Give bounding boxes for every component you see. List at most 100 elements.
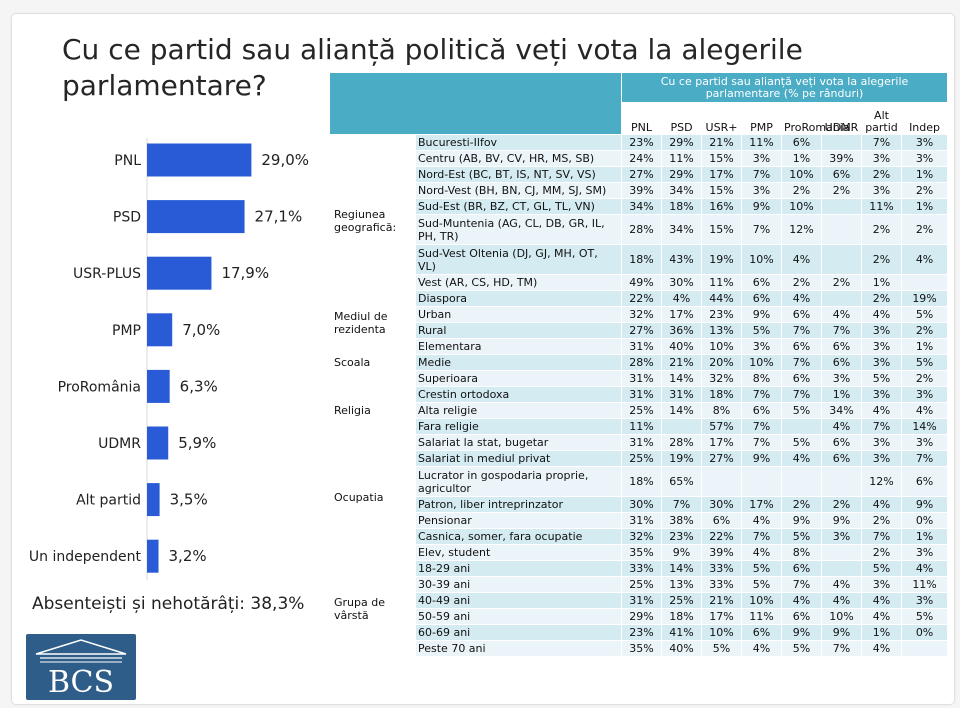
row-label: 60-69 ani <box>415 624 622 641</box>
table-cell: 7% <box>741 418 782 435</box>
table-cell: 27% <box>621 166 662 183</box>
table-cell: 30% <box>621 496 662 513</box>
table-cell: 18% <box>701 386 742 403</box>
table-cell: 30% <box>661 274 702 291</box>
table-cell: 6% <box>821 166 862 183</box>
table-cell: 2% <box>821 496 862 513</box>
table-cell: 6% <box>781 560 822 577</box>
table-cell: 5% <box>701 640 742 657</box>
table-cell: 31% <box>621 512 662 529</box>
table-cell: 21% <box>661 354 702 371</box>
table-cell: 1% <box>900 198 949 215</box>
row-label: Rural <box>415 322 622 339</box>
table-cell: 17% <box>741 496 782 513</box>
table-cell: 4% <box>861 402 902 419</box>
table-cell: 5% <box>781 402 822 419</box>
bar-category-label: PMP <box>112 323 141 339</box>
column-header: PNL <box>621 102 662 135</box>
table-cell: 3% <box>900 386 949 403</box>
table-cell: 4% <box>861 640 902 657</box>
table-row: Regiunea geografică: Bucuresti-Ilfov 23% 29… <box>329 134 949 307</box>
table-cell: 27% <box>701 450 742 467</box>
table-cell: 5% <box>741 560 782 577</box>
table-cell: 4% <box>861 496 902 513</box>
table-cell: 6% <box>781 134 822 151</box>
logo-text: BCS <box>48 665 114 700</box>
table-cell: 6% <box>741 290 782 307</box>
table-row: 40-49 ani 31% 25% 21% 10% 4% 4% 4% 3% <box>330 592 949 609</box>
table-cell: 24% <box>621 150 662 167</box>
table-row: Sud-Est (BR, BZ, CT, GL, TL, VN) 34% 18% 16… <box>330 198 949 215</box>
table-row: Superioara 31% 14% 32% 8% 6% 3% 5% 2% <box>330 370 949 387</box>
table-cell: 2% <box>900 214 949 245</box>
table-cell: 7% <box>861 134 902 151</box>
table-row: Nord-Vest (BH, BN, CJ, MM, SJ, SM) 39% 34%… <box>330 182 949 199</box>
bar-group-proromania: ProRomânia 6,3% <box>58 369 218 403</box>
table-row: Peste 70 ani 35% 40% 5% 4% 5% 7% 4% <box>330 640 949 657</box>
table-row: Alta religie 25% 14% 8% 6% 5% 34% 4% 4% <box>330 402 949 419</box>
table-cell: 2% <box>781 182 822 199</box>
bar-category-label: USR-PLUS <box>73 266 141 282</box>
table-cell: 3% <box>861 182 902 199</box>
bar-chart: PNL 29,0% PSD 27,1% USR-PLUS 17,9% PMP 7,0% ProR… <box>29 138 309 580</box>
table-cell: 35% <box>621 640 662 657</box>
table-cell: 29% <box>621 608 662 625</box>
table-row: Vest (AR, CS, HD, TM) 49% 30% 11% 6% 2% 2% 1% <box>330 274 949 291</box>
table-cell: 8% <box>701 402 742 419</box>
bar-category-label: ProRomânia <box>58 379 141 395</box>
row-group-label: Regiunea geografică: <box>329 134 416 307</box>
row-group-label: Mediul de rezidenta <box>329 306 416 339</box>
table-row: Religia Crestin ortodoxa 31% 31% 18% 7% 7% 1% 3%… <box>329 386 949 435</box>
bar-category-label: UDMR <box>98 436 141 452</box>
table-cell <box>821 214 862 245</box>
table-cell: 5% <box>900 608 949 625</box>
table-cell: 29% <box>661 134 702 151</box>
table-cell <box>900 274 949 291</box>
table-cell: 10% <box>781 166 822 183</box>
table-cell: 18% <box>621 244 662 275</box>
table-cell: 6% <box>781 370 822 387</box>
table-cell: 0% <box>900 624 949 641</box>
row-label: Sud-Est (BR, BZ, CT, GL, TL, VN) <box>415 198 622 215</box>
table-row: Pensionar 31% 38% 6% 4% 9% 9% 2% 0% <box>330 512 949 529</box>
table-cell: 11% <box>621 418 662 435</box>
table-cell: 5% <box>861 560 902 577</box>
table-cell: 3% <box>741 182 782 199</box>
table-cell: 2% <box>900 322 949 339</box>
bcs-logo: BCS <box>26 634 136 700</box>
bar-category-label: Alt partid <box>76 493 141 509</box>
table-cell: 31% <box>621 338 662 355</box>
table-row: Patron, liber intreprinzator 30% 7% 30% 17% 2… <box>330 496 949 513</box>
table-cell: 7% <box>781 386 822 403</box>
bar-group-pnl: PNL 29,0% <box>114 143 309 177</box>
table-cell: 6% <box>900 466 949 497</box>
table-cell: 7% <box>661 496 702 513</box>
bar-alt-partid <box>147 483 160 517</box>
bar-udmr <box>147 426 169 460</box>
table-cell: 3% <box>821 370 862 387</box>
row-label: Nord-Est (BC, BT, IS, NT, SV, VS) <box>415 166 622 183</box>
table-cell: 11% <box>861 198 902 215</box>
table-cell: 7% <box>741 386 782 403</box>
table-cell: 2% <box>861 214 902 245</box>
row-label: Sud-Muntenia (AG, CL, DB, GR, IL, PH, TR… <box>415 214 622 245</box>
table-row: Scoala Elementara 31% 40% 10% 3% 6% 6% 3% 1% <box>329 338 949 387</box>
table-cell: 3% <box>861 576 902 593</box>
table-cell: 7% <box>781 576 822 593</box>
table-row: 50-59 ani 29% 18% 17% 11% 6% 10% 4% 5% <box>330 608 949 625</box>
bar-group-psd: PSD 27,1% <box>113 200 302 234</box>
bar-un-independent <box>147 539 159 573</box>
column-header: ProRomania <box>781 102 850 135</box>
table-cell: 6% <box>781 608 822 625</box>
table-cell: 7% <box>900 450 949 467</box>
table-cell: 38% <box>661 512 702 529</box>
row-label: Pensionar <box>415 512 622 529</box>
table-cell: 5% <box>900 354 949 371</box>
table-row: Ocupatia Salariat la stat, bugetar 31% 28% 1… <box>329 434 949 561</box>
table-cell: 39% <box>821 150 862 167</box>
table-cell: 4% <box>900 560 949 577</box>
table-cell: 3% <box>741 150 782 167</box>
table-cell: 5% <box>781 528 822 545</box>
table-cell: 4% <box>821 592 862 609</box>
table-row: Elev, student 35% 9% 39% 4% 8% 2% 3% <box>330 544 949 561</box>
